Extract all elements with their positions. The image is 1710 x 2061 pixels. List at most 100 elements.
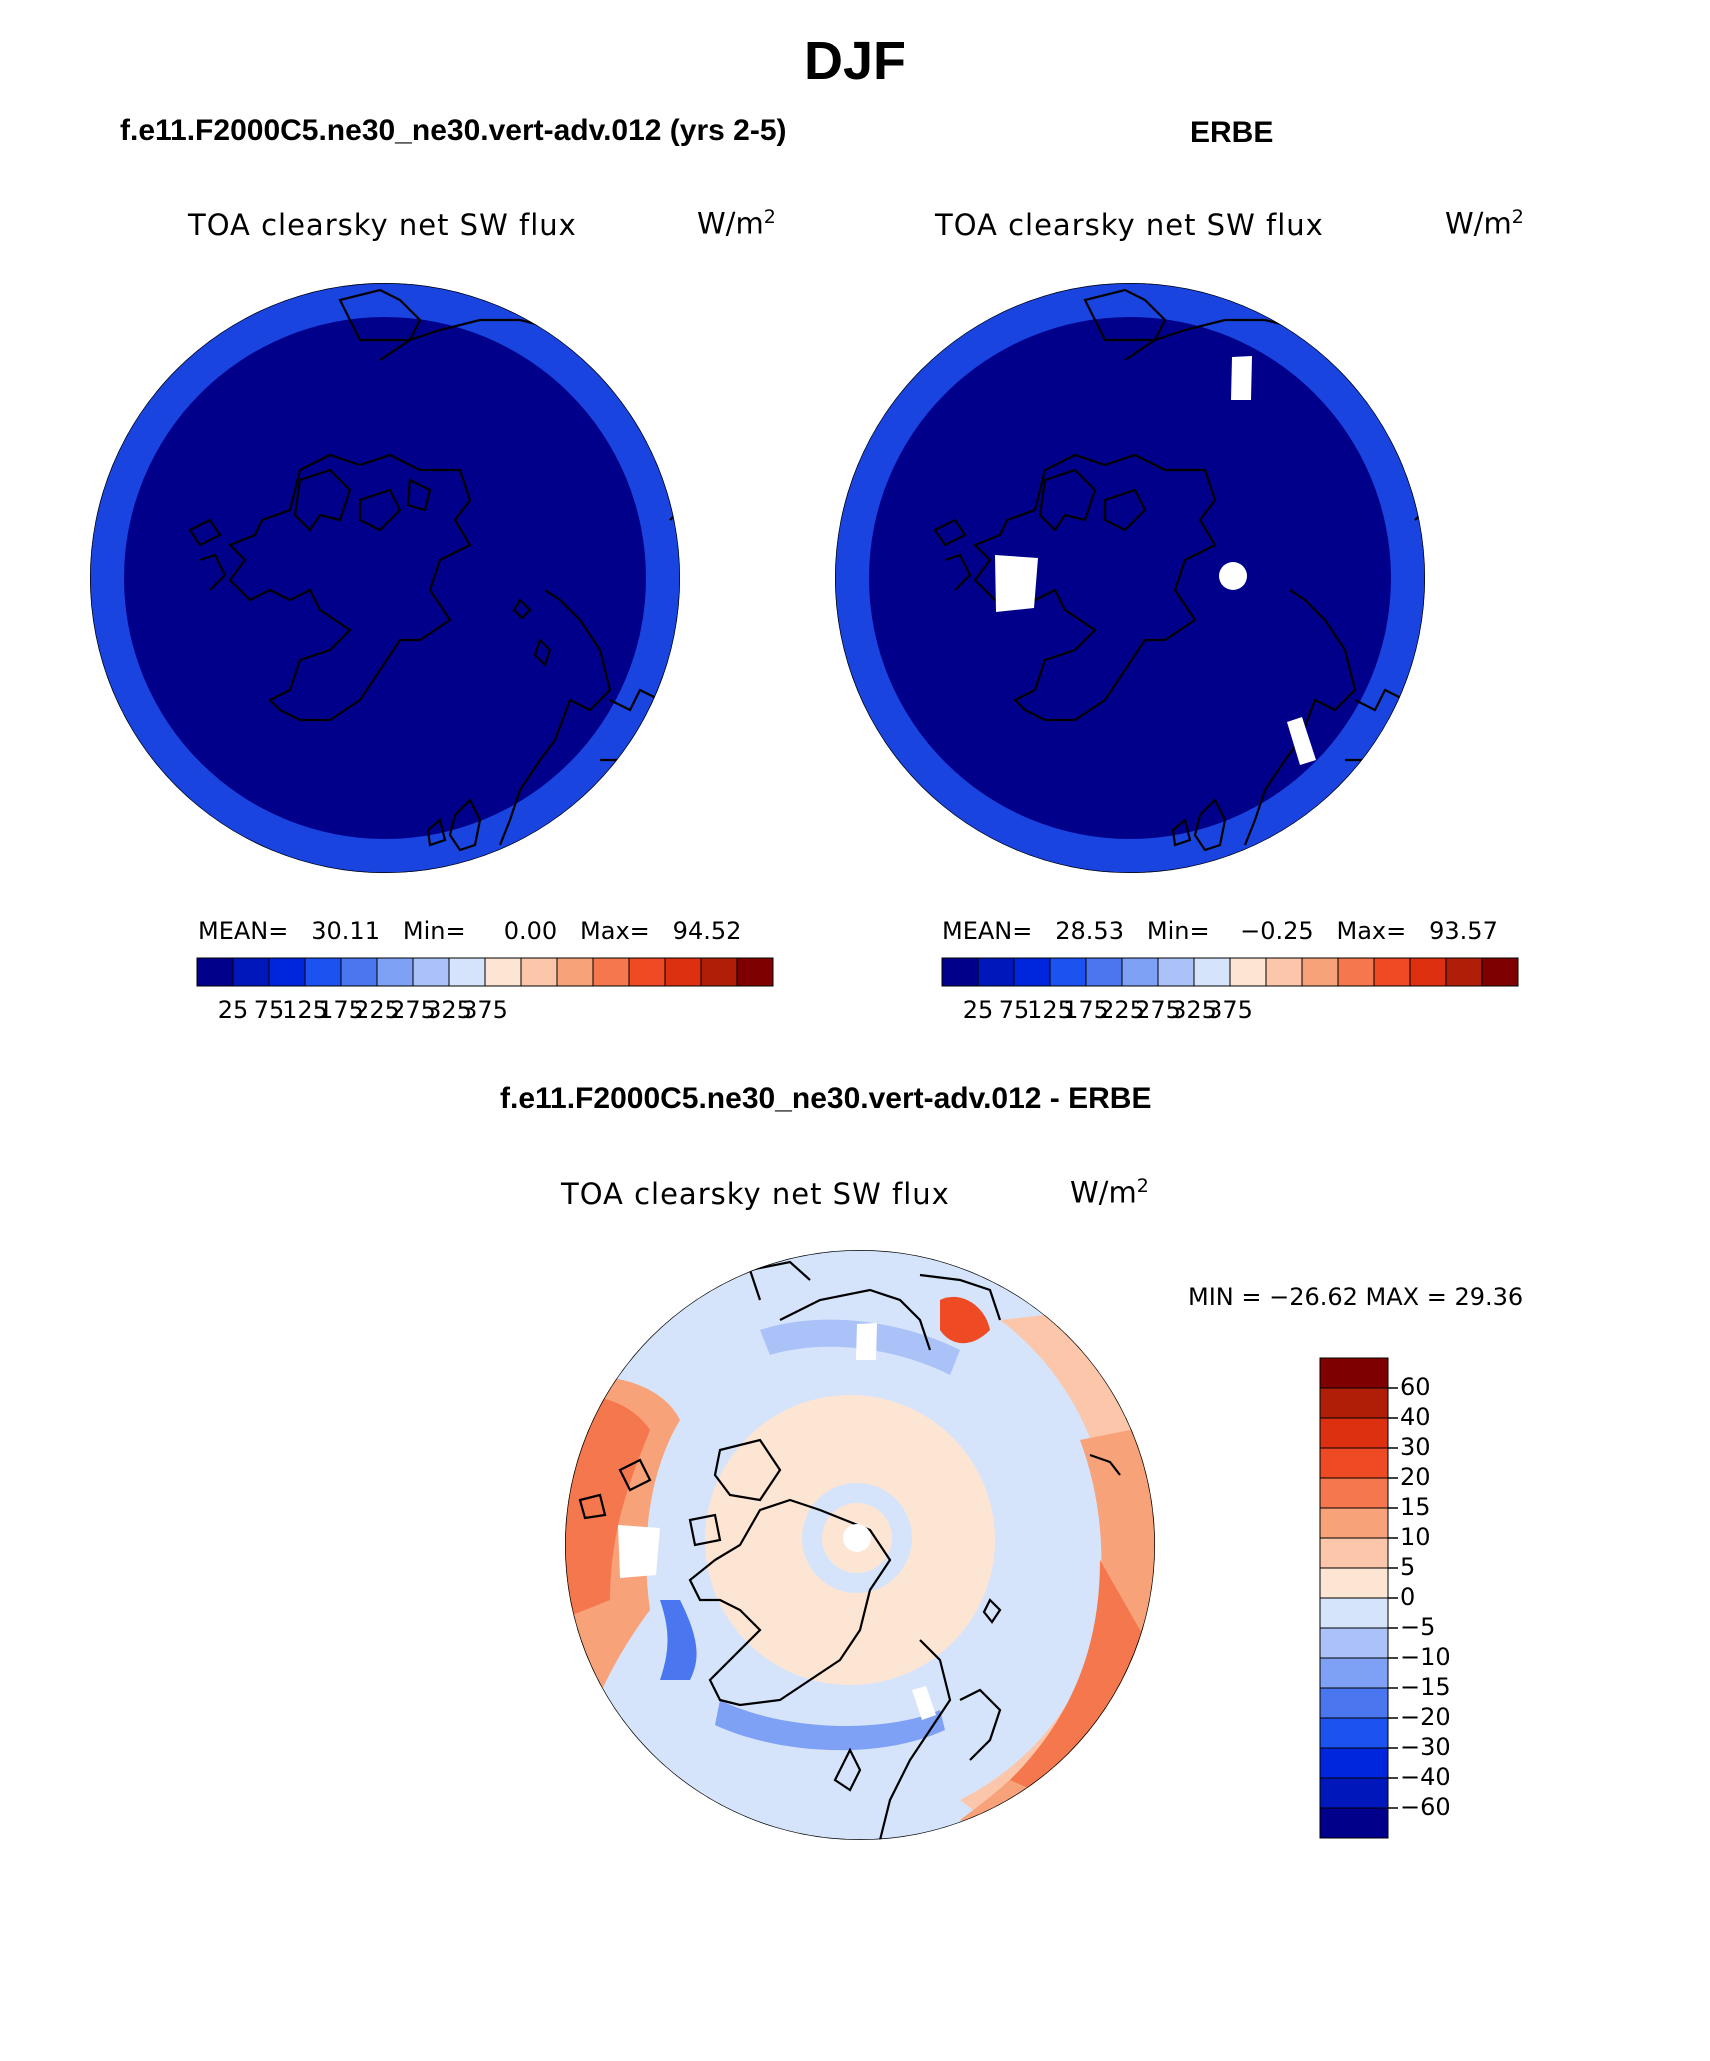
missing-data-patch	[618, 1525, 660, 1578]
warm-region	[940, 1296, 990, 1344]
colorbar-tick-label: 75	[998, 996, 1030, 1024]
colorbar-tick-label: −10	[1400, 1643, 1451, 1671]
colorbar-box	[628, 957, 666, 987]
colorbar-tick-label: 375	[1207, 996, 1253, 1024]
colorbar-tick-label: 375	[462, 996, 508, 1024]
missing-data-patch	[1287, 717, 1316, 765]
colorbar-tick-label: −15	[1400, 1673, 1451, 1701]
colorbar-box	[592, 957, 630, 987]
colorbar-tick-label: 20	[1400, 1463, 1431, 1491]
colorbar-tick-label: 225	[1099, 996, 1145, 1024]
colorbar-tick-label: −5	[1400, 1613, 1436, 1641]
map-rings	[124, 317, 646, 839]
colorbar-box	[1319, 1507, 1389, 1539]
colorbar-tick-label: 15	[1400, 1493, 1431, 1521]
colorbar-box	[1319, 1687, 1389, 1719]
colorbar-box	[1481, 957, 1519, 987]
missing-data-patch	[1231, 356, 1252, 400]
top-right-variable-label: TOA clearsky net SW flux	[935, 208, 1324, 242]
colorbar-box	[1319, 1357, 1389, 1389]
colorbar-box	[412, 957, 450, 987]
colorbar-tick-label: 60	[1400, 1373, 1431, 1401]
colorbar-tick-label: −30	[1400, 1733, 1451, 1761]
top-right-units: W/m2	[1445, 206, 1524, 241]
colorbar-tick-label: 25	[962, 996, 994, 1024]
bottom-map	[565, 1250, 1155, 1840]
colorbar-tick-label: 40	[1400, 1403, 1431, 1431]
bottom-units: W/m2	[1070, 1175, 1149, 1210]
colorbar-box	[196, 957, 234, 987]
top-right-colorbar	[941, 957, 1519, 987]
colorbar-box	[1049, 957, 1087, 987]
min-value: 0.00	[503, 917, 558, 945]
colorbar-tick-label: 275	[1135, 996, 1181, 1024]
mean-value: 28.53	[1055, 917, 1124, 945]
colorbar-box	[1319, 1657, 1389, 1689]
bottom-colorbar	[1319, 1357, 1398, 1839]
colorbar-box	[1319, 1807, 1389, 1839]
max-value: 93.57	[1429, 917, 1498, 945]
colorbar-box	[941, 957, 979, 987]
colorbar-tick-label: 325	[426, 996, 472, 1024]
colorbar-box	[1085, 957, 1123, 987]
colorbar-box	[484, 957, 522, 987]
colorbar-tick-label: 125	[1027, 996, 1073, 1024]
mean-label: MEAN=	[198, 917, 289, 945]
colorbar-tick-label: 225	[354, 996, 400, 1024]
colorbar-box	[1337, 957, 1375, 987]
colorbar-box	[340, 957, 378, 987]
colorbar-box	[977, 957, 1015, 987]
colorbar-box	[1319, 1477, 1389, 1509]
colorbar-box	[1445, 957, 1483, 987]
colorbar-tick-label: 0	[1400, 1583, 1416, 1611]
colorbar-tick-label: 275	[390, 996, 436, 1024]
colorbar-box	[1319, 1717, 1389, 1749]
colorbar-box	[700, 957, 738, 987]
colorbar-box	[268, 957, 306, 987]
colorbar-tick-label: 5	[1400, 1553, 1416, 1581]
colorbar-box	[1319, 1567, 1389, 1599]
colorbar-box	[1193, 957, 1231, 987]
ring-5	[869, 317, 1391, 839]
colorbar-box	[376, 957, 414, 987]
colorbar-tick-label: 175	[1063, 996, 1109, 1024]
colorbar-tick-label: −20	[1400, 1703, 1451, 1731]
min-label: Min=	[1146, 917, 1210, 945]
colorbar-box	[1265, 957, 1303, 987]
colorbar-box	[1229, 957, 1267, 987]
colorbar-box	[1319, 1777, 1389, 1809]
top-left-stats: MEAN= 30.11 Min= 0.00 Max= 94.52	[198, 917, 741, 945]
panel-top-left-title: f.e11.F2000C5.ne30_ne30.vert-adv.012 (yr…	[120, 114, 787, 147]
colorbar-box	[1319, 1537, 1389, 1569]
missing-data-patch	[995, 555, 1038, 612]
max-label: Max=	[1336, 917, 1407, 945]
colorbar-box	[736, 957, 774, 987]
colorbar-box	[1013, 957, 1051, 987]
warm-region	[565, 1396, 650, 1620]
top-right-stats: MEAN= 28.53 Min= −0.25 Max= 93.57	[942, 917, 1498, 945]
missing-data-patch	[912, 1686, 936, 1720]
colorbar-box	[1319, 1747, 1389, 1779]
coastlines	[578, 1260, 1121, 1840]
colorbar-box	[1319, 1417, 1389, 1449]
colorbar-box	[664, 957, 702, 987]
cool-region	[660, 1600, 697, 1680]
colorbar-box	[556, 957, 594, 987]
mean-value: 30.11	[311, 917, 380, 945]
bottom-minmax: MIN = −26.62 MAX = 29.36	[1188, 1283, 1524, 1311]
colorbar-tick-label: −40	[1400, 1763, 1451, 1791]
max-value: 94.52	[672, 917, 742, 945]
colorbar-tick-label: 175	[318, 996, 364, 1024]
cool-region	[715, 1700, 945, 1751]
colorbar-box	[304, 957, 342, 987]
colorbar-box	[232, 957, 270, 987]
top-left-map	[90, 283, 680, 873]
colorbar-tick-label: 325	[1171, 996, 1217, 1024]
colorbar-tick-label: 125	[282, 996, 328, 1024]
top-left-colorbar	[196, 957, 774, 987]
figure-title: DJF	[803, 31, 906, 91]
top-left-variable-label: TOA clearsky net SW flux	[188, 208, 577, 242]
colorbar-box	[1121, 957, 1159, 987]
